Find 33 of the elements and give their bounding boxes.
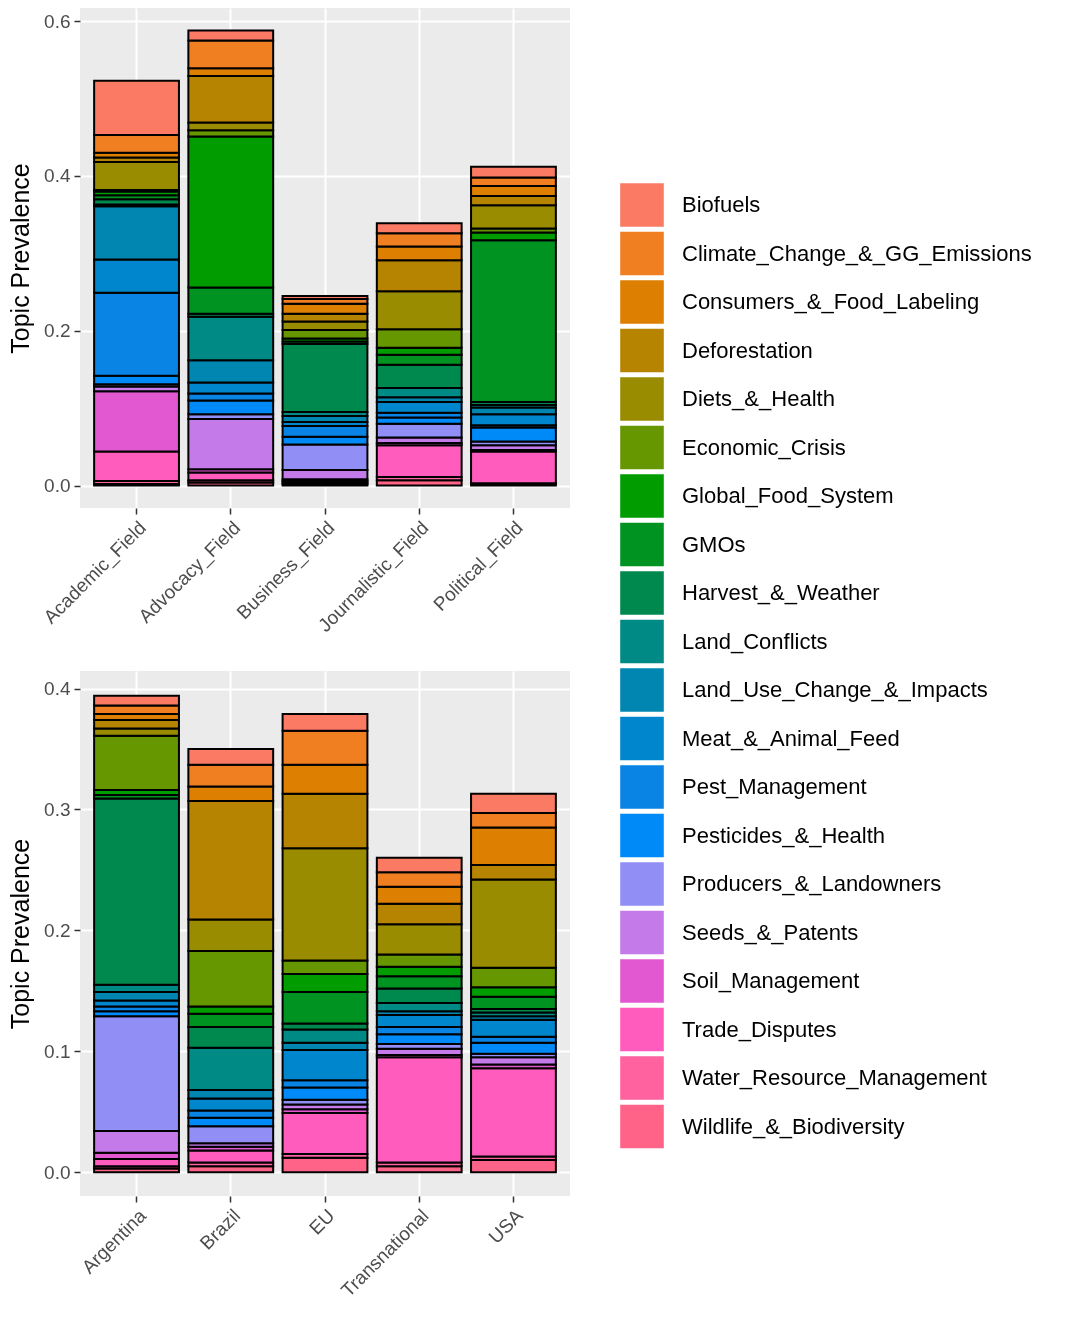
legend-label: Land_Use_Change_&_Impacts bbox=[682, 677, 988, 702]
y-tick-label: 0.3 bbox=[44, 798, 71, 820]
y-tick-label: 0.0 bbox=[44, 1161, 71, 1183]
legend-label: Consumers_&_Food_Labeling bbox=[682, 289, 980, 314]
legend-label: Climate_Change_&_GG_Emissions bbox=[682, 240, 1032, 266]
legend-label: Soil_Management bbox=[682, 968, 860, 993]
legend-label: Pest_Management bbox=[682, 774, 867, 799]
y-tick-label: 0.0 bbox=[44, 475, 71, 497]
y-tick-label: 0.2 bbox=[44, 320, 71, 342]
legend-label: Biofuels bbox=[682, 192, 761, 217]
legend-label: Producers_&_Landowners bbox=[682, 871, 942, 896]
legend-label: Land_Conflicts bbox=[682, 628, 828, 654]
legend-label: Water_Resource_Management bbox=[682, 1065, 987, 1090]
legend-label: Wildlife_&_Biodiversity bbox=[682, 1113, 905, 1139]
x-tick-label: EU bbox=[304, 1205, 339, 1239]
y-axis-title: Topic Prevalence bbox=[6, 838, 35, 1030]
legend-label: Deforestation bbox=[682, 337, 813, 363]
y-axis-title: Topic Prevalence bbox=[6, 163, 35, 354]
x-tick-label: USA bbox=[484, 1204, 528, 1248]
legend-label: Harvest_&_Weather bbox=[682, 580, 880, 605]
legend-label: Pesticides_&_Health bbox=[682, 822, 886, 848]
legend-label: Economic_Crisis bbox=[682, 434, 846, 460]
legend-label: Meat_&_Animal_Feed bbox=[682, 725, 900, 751]
y-tick-label: 0.2 bbox=[44, 919, 71, 941]
legend-label: Diets_&_Health bbox=[682, 386, 835, 411]
y-tick-label: 0.6 bbox=[44, 10, 71, 32]
legend-label: Seeds_&_Patents bbox=[682, 919, 859, 945]
y-tick-label: 0.1 bbox=[44, 1040, 71, 1062]
y-tick-label: 0.4 bbox=[44, 678, 71, 700]
legend-label: Trade_Disputes bbox=[682, 1016, 837, 1042]
legend-label: GMOs bbox=[682, 531, 746, 557]
y-tick-label: 0.4 bbox=[44, 165, 71, 187]
legend-label: Global_Food_System bbox=[682, 483, 894, 508]
